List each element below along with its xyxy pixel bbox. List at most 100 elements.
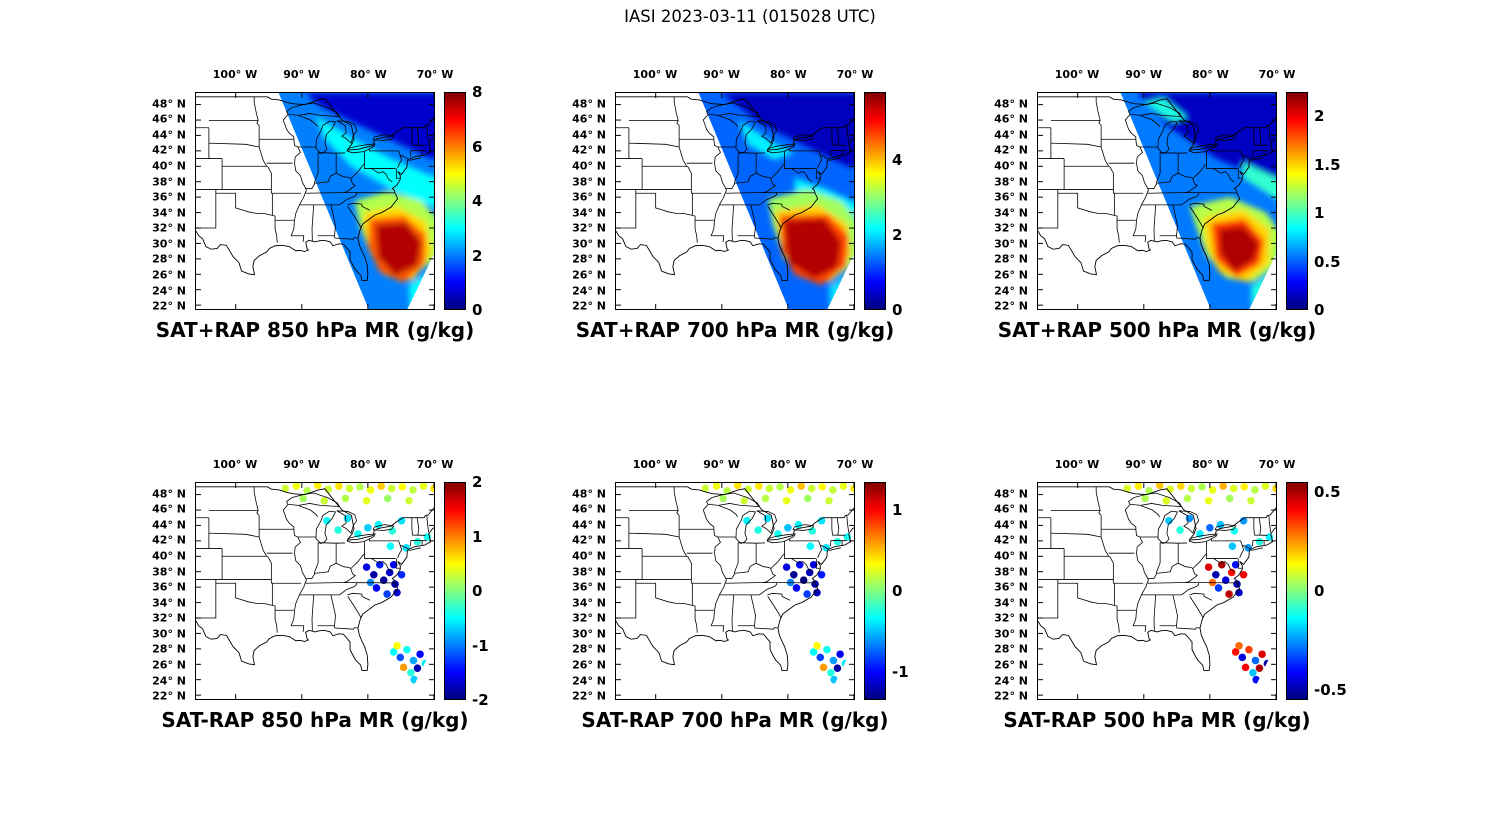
colorbar-gradient — [865, 483, 885, 699]
data-layer — [1123, 483, 1276, 684]
obs-dot — [743, 516, 751, 525]
obs-dot — [335, 483, 343, 490]
lat-tick-label: 22° N — [572, 299, 606, 313]
obs-dot — [823, 645, 831, 654]
lat-tick-label: 30° N — [994, 237, 1028, 251]
colorbar-tick-label: -0.5 — [1314, 681, 1347, 700]
great-lakes-outline — [287, 103, 394, 154]
obs-dot — [372, 584, 381, 592]
obs-dot — [341, 494, 350, 503]
obs-dot — [790, 570, 798, 579]
obs-dot — [303, 486, 311, 495]
obs-dot — [1177, 483, 1185, 490]
lat-tick-label: 32° N — [994, 611, 1028, 625]
lat-tick-label: 26° N — [572, 658, 606, 672]
obs-dot — [776, 483, 784, 491]
obs-dot — [410, 675, 418, 684]
obs-dot — [389, 560, 398, 569]
great-lakes-outline — [707, 493, 814, 544]
lat-tick-label: 46° N — [572, 502, 606, 516]
obs-dot — [754, 526, 762, 534]
value-bands — [721, 93, 854, 309]
value-band — [315, 116, 434, 209]
lat-tick-label: 22° N — [994, 299, 1028, 313]
lat-tick-label: 44° N — [994, 518, 1028, 532]
data-layer — [701, 483, 854, 684]
national-outline — [616, 487, 854, 671]
lat-tick-label: 28° N — [572, 252, 606, 266]
obs-dot — [833, 537, 842, 546]
lat-tick-label: 24° N — [994, 284, 1028, 298]
obs-dot — [356, 483, 364, 491]
obs-dot — [1204, 563, 1213, 571]
lon-tick-label: 90° W — [703, 458, 741, 471]
obs-dot — [334, 526, 342, 534]
colorbar-tick-label: -2 — [472, 691, 489, 709]
obs-dot — [374, 520, 383, 529]
obs-dot — [765, 484, 774, 493]
lat-tick-label: 30° N — [994, 627, 1028, 641]
lat-tick-label: 40° N — [572, 549, 606, 563]
lat-tick-label: 36° N — [572, 190, 606, 204]
lon-tick-label: 100° W — [632, 458, 678, 471]
obs-dot — [1141, 494, 1149, 503]
obs-dot — [1208, 486, 1217, 494]
lon-tick-label: 80° W — [349, 68, 387, 81]
axis-tick-marks — [616, 483, 854, 699]
panel-title: SAT+RAP 700 hPa MR (g/kg) — [575, 318, 895, 342]
obs-dot — [386, 542, 395, 550]
great-lakes-outline — [287, 493, 394, 544]
obs-dot — [830, 675, 838, 684]
lat-tick-label: 34° N — [994, 206, 1028, 220]
value-band — [721, 93, 854, 167]
obs-dot — [1176, 526, 1184, 534]
lon-tick-label: 90° W — [283, 68, 321, 81]
obs-dot — [1216, 520, 1225, 529]
lon-tick-label: 70° W — [416, 68, 454, 81]
obs-dot — [782, 563, 791, 571]
obs-dot — [391, 580, 399, 588]
lat-tick-label: 30° N — [152, 627, 186, 641]
obs-dot — [362, 496, 371, 505]
lat-tick-label: 34° N — [572, 596, 606, 610]
colorbar-tick-label: 0 — [892, 582, 903, 600]
obs-dot — [813, 642, 821, 650]
obs-dot — [1263, 659, 1272, 668]
lat-tick-label: 28° N — [994, 642, 1028, 656]
map-panel: 100° W 90° W 80° W 70° W 48° N 46° N 44° N 42°… — [962, 62, 1422, 362]
obs-dot — [370, 570, 378, 579]
obs-dot — [809, 560, 818, 569]
axis-tick-marks — [1038, 483, 1276, 699]
lat-tick-label: 48° N — [152, 97, 186, 111]
obs-dot — [1251, 656, 1260, 665]
lon-tick-label: 100° W — [632, 68, 678, 81]
obs-dot — [1231, 648, 1240, 656]
obs-dot — [1239, 516, 1248, 525]
national-outline — [616, 97, 854, 281]
obs-dot — [740, 496, 748, 505]
colorbar-tick-label: 1.5 — [1314, 155, 1341, 174]
map-canvas — [616, 93, 854, 309]
lon-tick-label: 70° W — [836, 68, 874, 81]
obs-dot — [1225, 590, 1233, 598]
colorbar — [1286, 482, 1308, 700]
colorbar — [864, 92, 886, 310]
great-lakes-outline — [707, 103, 814, 154]
lat-tick-label: 40° N — [994, 549, 1028, 563]
state-borders — [1038, 97, 1276, 281]
obs-dot — [701, 484, 710, 493]
obs-dot — [818, 483, 827, 491]
lat-tick-label: 44° N — [572, 518, 606, 532]
obs-dot — [385, 568, 394, 577]
lat-tick-label: 28° N — [152, 642, 186, 656]
lat-tick-label: 38° N — [152, 565, 186, 579]
colorbar-gradient — [1287, 93, 1307, 309]
lon-tick-label: 80° W — [769, 68, 807, 81]
obs-dot — [805, 568, 814, 577]
obs-dot — [416, 650, 424, 658]
obs-dot — [388, 527, 397, 535]
obs-dot — [281, 484, 290, 493]
lat-tick-label: 42° N — [572, 143, 606, 157]
colorbar — [864, 482, 886, 700]
